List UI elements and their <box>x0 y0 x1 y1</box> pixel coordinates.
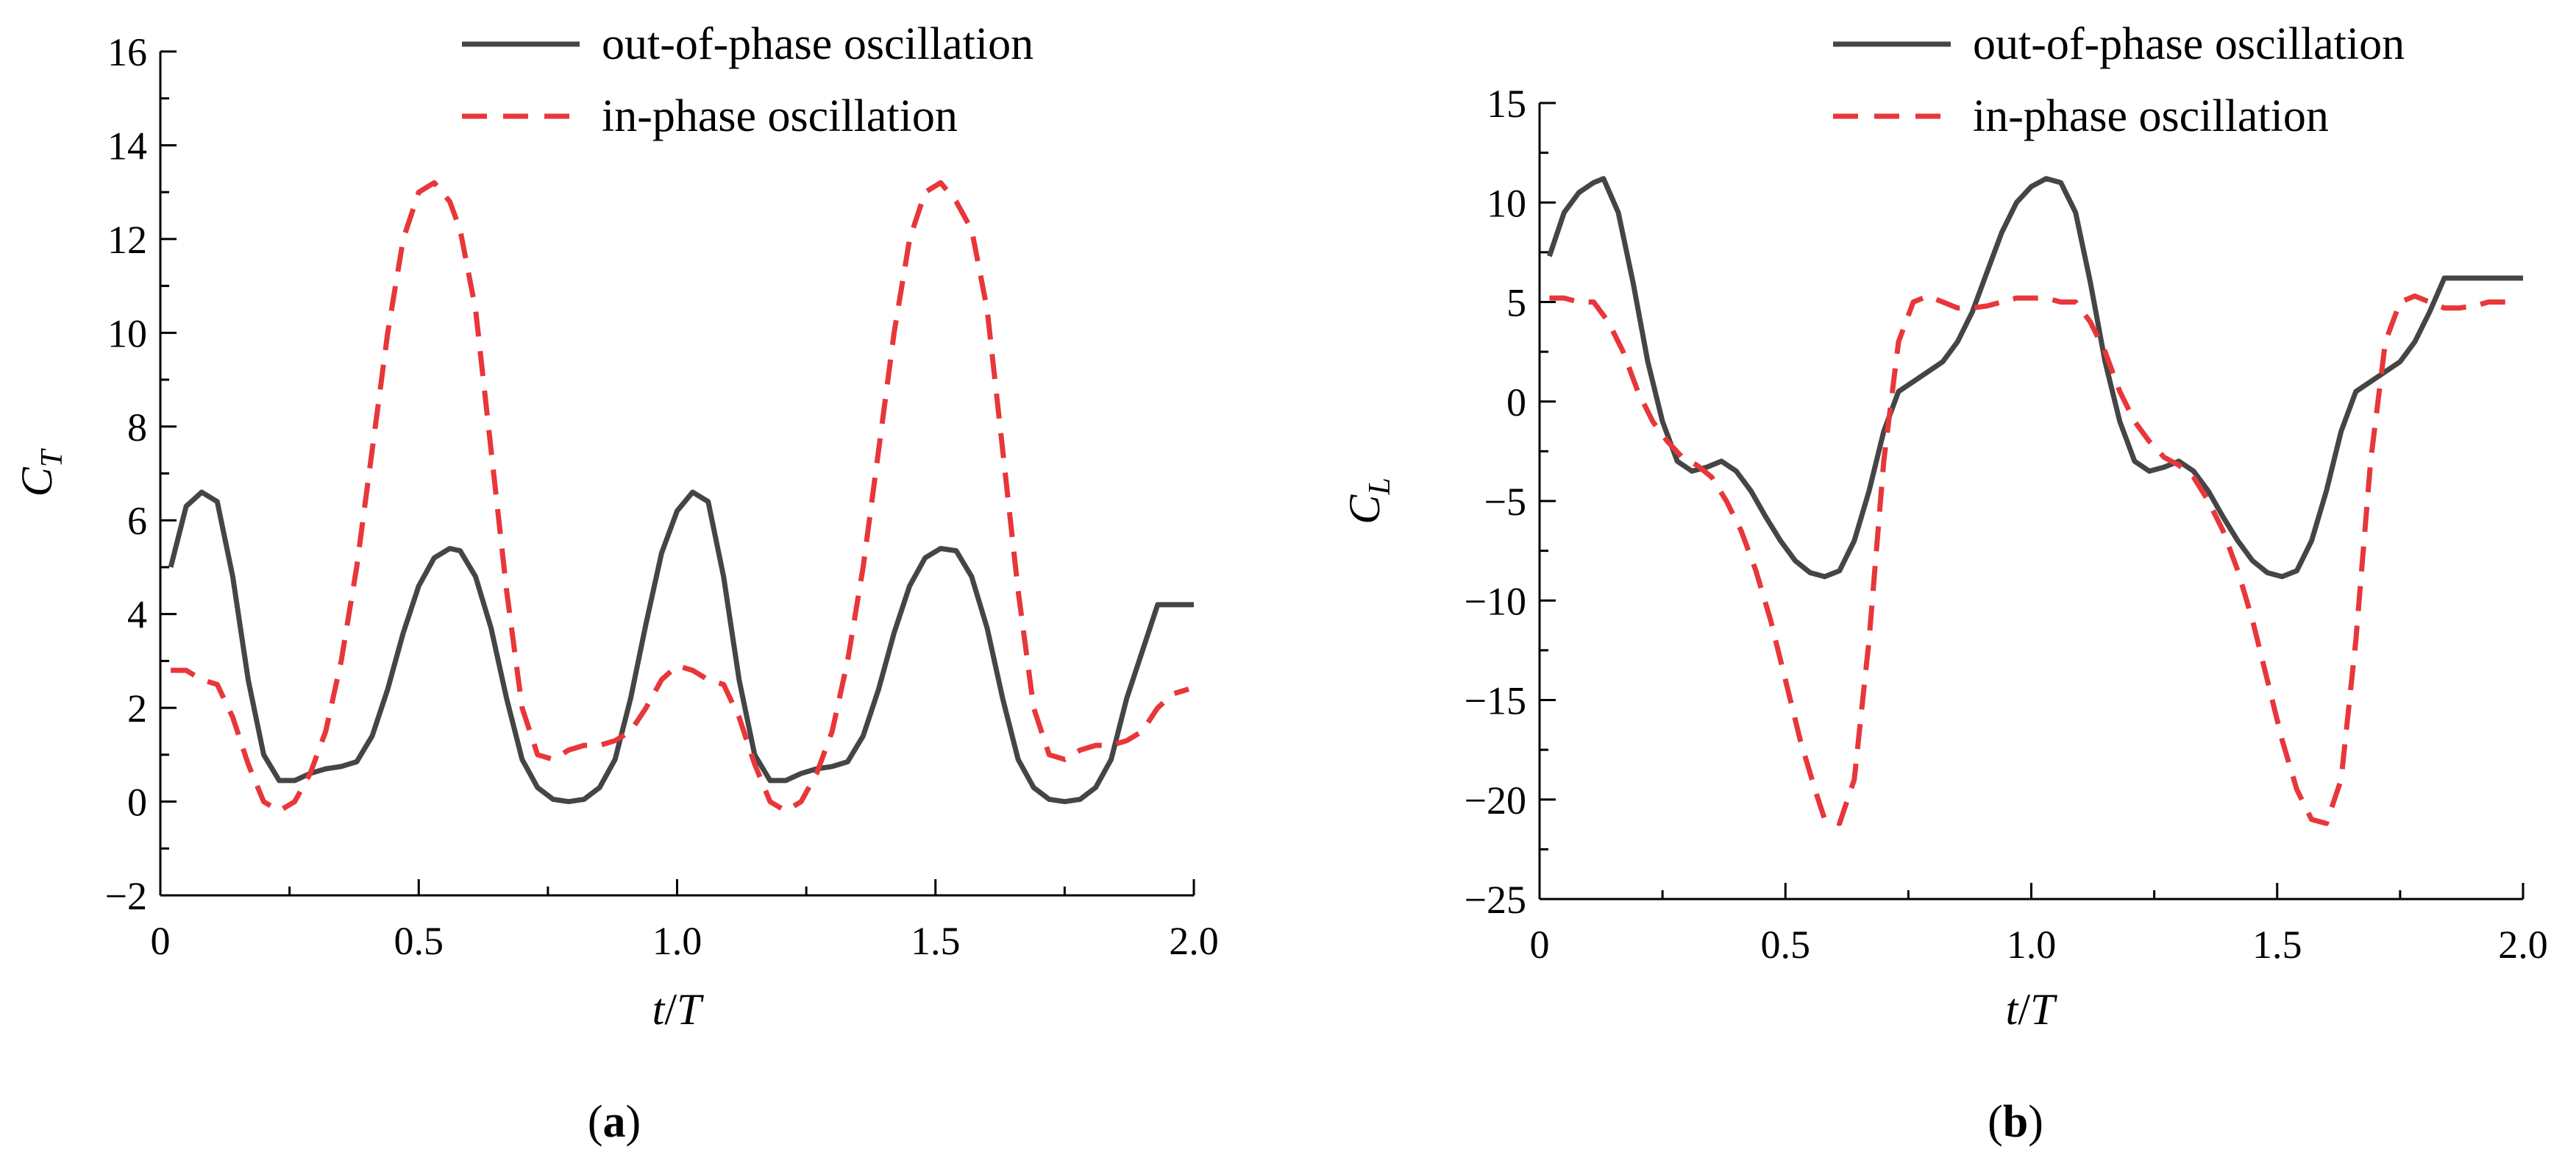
panel-a-ylabel: CT <box>13 448 69 497</box>
panel-b-ytick-label: −15 <box>1465 679 1526 723</box>
panel-b-ylabel-sub: L <box>1363 477 1397 495</box>
panel-a-xtick-label: 1.5 <box>911 919 961 963</box>
panel-b-ytick-label: −25 <box>1465 878 1526 922</box>
panel-a-xlabel-slash: / <box>664 985 677 1034</box>
panel-a-ytick-label: −2 <box>105 874 147 918</box>
panel-a-caption-close: ) <box>626 1097 641 1147</box>
panel-b-ylabel-main: C <box>1340 494 1389 525</box>
panel-b-ytick-label: −20 <box>1465 778 1526 823</box>
panel-a-caption: (a) <box>588 1097 641 1147</box>
panel-b-ytick-label: 0 <box>1506 380 1526 425</box>
panel-a-xlabel: t/T <box>652 985 704 1034</box>
panel-a-xtick-label: 0 <box>151 919 171 963</box>
panel-b-xtick-label: 1.0 <box>2007 923 2057 967</box>
panel-a-ytick-label: 2 <box>127 686 147 731</box>
panel-b-ytick-label: 10 <box>1487 181 1526 225</box>
panel-b-ylabel: CL <box>1340 477 1397 524</box>
panel-a-caption-letter: a <box>603 1097 626 1147</box>
panel-a: 0 0.5 1.0 1.5 2.0−20246810121416CTt/Tout-of-… <box>13 19 1219 1147</box>
panel-b-ytick-label: 5 <box>1506 281 1526 325</box>
panel-b-caption: (b) <box>1988 1097 2043 1147</box>
panel-b-xlabel-T: T <box>2030 985 2057 1034</box>
panel-b-xlabel-t: t <box>2006 985 2019 1034</box>
panel-b-caption-letter: b <box>2003 1097 2028 1147</box>
panel-a-ytick-label: 10 <box>107 311 147 355</box>
panel-a-ytick-label: 0 <box>127 781 147 825</box>
panel-b-xtick-label: 0 <box>1530 923 1550 967</box>
panel-a-legend-label-1: in-phase oscillation <box>602 91 958 141</box>
panel-a-ytick-label: 8 <box>127 405 147 450</box>
panel-b-xtick-label: 2.0 <box>2498 923 2548 967</box>
panel-b-legend-label-1: in-phase oscillation <box>1973 91 2329 141</box>
panel-b-caption-close: ) <box>2028 1097 2043 1147</box>
panel-a-series-out-of-phase <box>168 489 1194 805</box>
panel-b-ytick-label: 15 <box>1487 82 1526 126</box>
panel-b-ytick-label: −5 <box>1484 480 1526 524</box>
panel-b-xtick-label: 0.5 <box>1761 923 1811 967</box>
panel-a-ytick-label: 14 <box>107 124 147 168</box>
panel-a-ytick-label: 4 <box>127 593 147 637</box>
panel-b-series-out-of-phase <box>1547 176 2523 580</box>
panel-a-xtick-label: 2.0 <box>1169 919 1219 963</box>
panel-a-xtick-label: 0.5 <box>394 919 444 963</box>
panel-a-legend-label-0: out-of-phase oscillation <box>602 19 1033 69</box>
panel-b-caption-open: ( <box>1988 1097 2003 1147</box>
panel-a-ytick-label: 6 <box>127 499 147 543</box>
panel-a-ytick-label: 12 <box>107 218 147 262</box>
panel-b-legend-label-0: out-of-phase oscillation <box>1973 19 2405 69</box>
panel-b-xlabel-slash: / <box>2018 985 2030 1034</box>
panel-a-caption-open: ( <box>588 1097 603 1147</box>
panel-a-xtick-label: 1.0 <box>652 919 702 963</box>
panel-b-ytick-label: −10 <box>1465 579 1526 623</box>
panel-a-ylabel-main: C <box>13 466 61 497</box>
panel-b: 0 0.5 1.0 1.5 2.0−25−20−15−10−5051015CLt/Tou… <box>1340 19 2548 1147</box>
panel-a-xlabel-T: T <box>677 985 704 1034</box>
panel-b-xlabel: t/T <box>2006 985 2057 1034</box>
panel-a-xlabel-t: t <box>652 985 666 1034</box>
panel-b-series-in-phase <box>1549 293 2519 826</box>
panel-b-xtick-label: 1.5 <box>2252 923 2302 967</box>
panel-a-ylabel-sub: T <box>35 448 69 467</box>
panel-a-ytick-label: 16 <box>107 30 147 74</box>
panel-a-series-in-phase <box>171 180 1190 814</box>
